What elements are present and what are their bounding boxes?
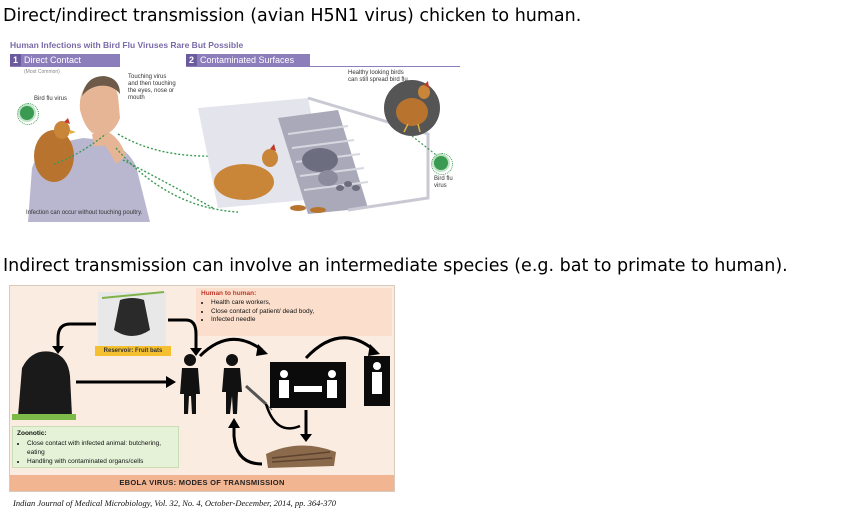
feather <box>310 207 326 213</box>
tab-number: 2 <box>186 54 198 67</box>
doctor-head <box>373 362 381 370</box>
chick <box>352 185 360 191</box>
chick <box>344 181 352 187</box>
heading-ebola: Indirect transmission can involve an int… <box>3 256 788 276</box>
man-head <box>184 354 196 366</box>
arrow-burial-to-woman <box>232 426 263 466</box>
held-chicken-body <box>34 130 74 182</box>
arrowhead <box>300 434 312 442</box>
heading-bird-flu: Direct/indirect transmission (avian H5N1… <box>3 6 582 26</box>
health-worker-icon <box>327 380 337 398</box>
man-hair <box>82 76 120 96</box>
ebola-illustration <box>12 291 390 468</box>
burial-logs <box>271 451 333 463</box>
virus-trail <box>115 147 239 213</box>
chick <box>336 185 344 191</box>
tab-label: Contaminated Surfaces <box>200 55 295 65</box>
held-chicken-head <box>54 121 70 139</box>
arrowhead <box>166 376 176 388</box>
arrow-needle-loop <box>264 403 301 430</box>
healthy-bird-body <box>396 98 428 126</box>
list-item: Infected needle <box>211 316 314 325</box>
chicken-grey-body <box>302 148 338 172</box>
chicken-brown-head <box>262 149 278 167</box>
hcw-head <box>328 370 336 378</box>
arrowhead <box>190 348 202 356</box>
healthy-bird-head <box>418 85 430 99</box>
virus-trail <box>117 133 219 157</box>
arrow-man-to-hospital <box>198 337 263 358</box>
reservoir-label: Reservoir: Fruit bats <box>95 346 171 356</box>
man-head <box>79 79 120 136</box>
virus-label-right: Bird flu virus <box>434 176 453 189</box>
man-hand <box>100 132 126 164</box>
chicken-grey-small <box>318 170 338 186</box>
tab-direct-contact: 1 Direct Contact <box>10 54 120 67</box>
chicken-brown-comb <box>270 144 276 151</box>
feather <box>290 205 306 211</box>
arrowhead <box>256 344 268 356</box>
infection-note: Infection can occur without touching pou… <box>26 210 143 216</box>
bird-flu-infographic: Human Infections with Bird Flu Viruses R… <box>8 38 460 222</box>
healthy-bird-comb <box>424 81 429 88</box>
branch <box>101 291 165 299</box>
ebola-banner: EBOLA VIRUS: MODES OF TRANSMISSION <box>10 475 394 491</box>
human-to-human-list: Health care workers, Close contact of pa… <box>199 299 314 325</box>
man-neck <box>92 134 106 146</box>
virus-label-left: Bird flu virus <box>34 96 68 102</box>
hcw-head <box>280 370 288 378</box>
virus-trail <box>122 159 214 209</box>
man-icon <box>180 368 200 414</box>
syringe-icon <box>244 384 268 406</box>
gorilla-icon <box>18 351 72 416</box>
bat-icon <box>114 298 150 336</box>
list-item: Handling with contaminated organs/cells <box>27 457 178 466</box>
divider <box>10 66 120 67</box>
ebola-infographic: Human to human: Health care workers, Clo… <box>9 285 395 492</box>
burial-site-icon <box>266 445 336 468</box>
health-worker-icon <box>279 380 289 398</box>
woman-icon <box>222 368 242 414</box>
virus-icon <box>431 153 453 175</box>
zoonotic-title: Zoonotic: <box>17 430 47 437</box>
divider <box>186 66 460 67</box>
tab-subtitle: (Most Common) <box>24 69 60 75</box>
held-chicken-beak <box>70 130 76 134</box>
arrow-hospital-to-doctor <box>304 336 375 360</box>
held-chicken-comb <box>64 118 70 124</box>
touching-note: Touching virus and then touching the eye… <box>128 74 176 101</box>
healthy-bird-legs <box>403 123 421 133</box>
chicken-brown-body <box>214 164 274 200</box>
arrowhead <box>52 346 64 354</box>
tab-number: 1 <box>10 54 22 67</box>
tab-label: Direct Contact <box>24 55 82 65</box>
grass <box>12 414 76 420</box>
human-to-human-title: Human to human: <box>201 290 257 297</box>
woman-head <box>226 354 238 366</box>
arrow-bat-to-man <box>168 318 198 350</box>
zoonotic-list: Close contact with infected animal: butc… <box>15 439 178 466</box>
list-item: Health care workers, <box>211 299 314 308</box>
virus-icon <box>17 103 39 125</box>
citation: Indian Journal of Medical Microbiology, … <box>13 498 336 508</box>
zoonotic-box: Zoonotic: Close contact with infected an… <box>12 426 179 468</box>
virus-trail <box>53 133 107 165</box>
tab-contaminated-surfaces: 2 Contaminated Surfaces <box>186 54 310 67</box>
infographic-title: Human Infections with Bird Flu Viruses R… <box>10 40 244 50</box>
arrow-bat-to-gorilla <box>56 322 96 348</box>
doctor-icon <box>372 372 382 394</box>
arrowhead <box>368 344 380 356</box>
coop-roof <box>307 96 430 212</box>
human-to-human-box: Human to human: Health care workers, Clo… <box>196 288 392 336</box>
arrowhead <box>228 418 240 428</box>
healthy-birds-note: Healthy looking birds can still spread b… <box>348 70 408 83</box>
bird-flu-illustration <box>28 76 441 222</box>
list-item: Close contact with infected animal: butc… <box>27 439 178 457</box>
list-item: Close contact of patient/ dead body, <box>211 308 314 317</box>
patient-bed-icon <box>294 386 322 392</box>
